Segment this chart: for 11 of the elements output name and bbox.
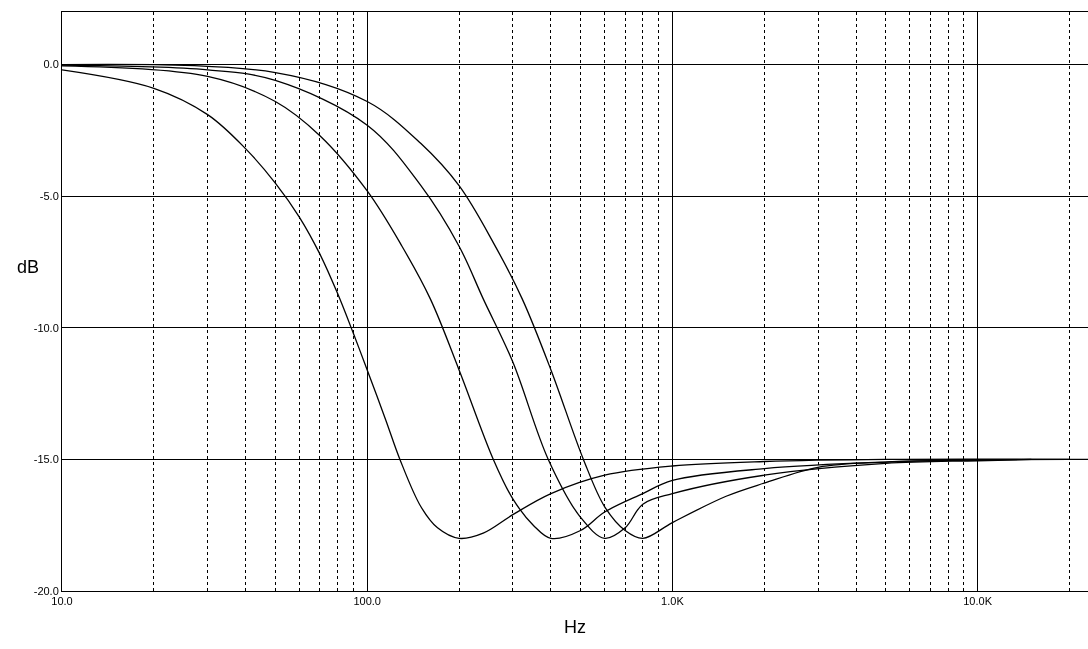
y-tick-label: 0.0: [43, 58, 59, 71]
x-tick-label: 1.0K: [661, 595, 685, 608]
y-tick-label: -5.0: [39, 190, 59, 203]
x-tick-label: 100.0: [353, 595, 381, 608]
x-tick-label: 10.0: [51, 595, 73, 608]
x-axis-title: Hz: [564, 617, 586, 638]
y-tick-label: -15.0: [33, 453, 59, 466]
y-axis-title: dB: [17, 257, 40, 277]
y-tick-label: -20.0: [33, 584, 59, 597]
x-tick-label: 10.0K: [963, 595, 993, 608]
y-tick-label: -10.0: [33, 321, 59, 334]
